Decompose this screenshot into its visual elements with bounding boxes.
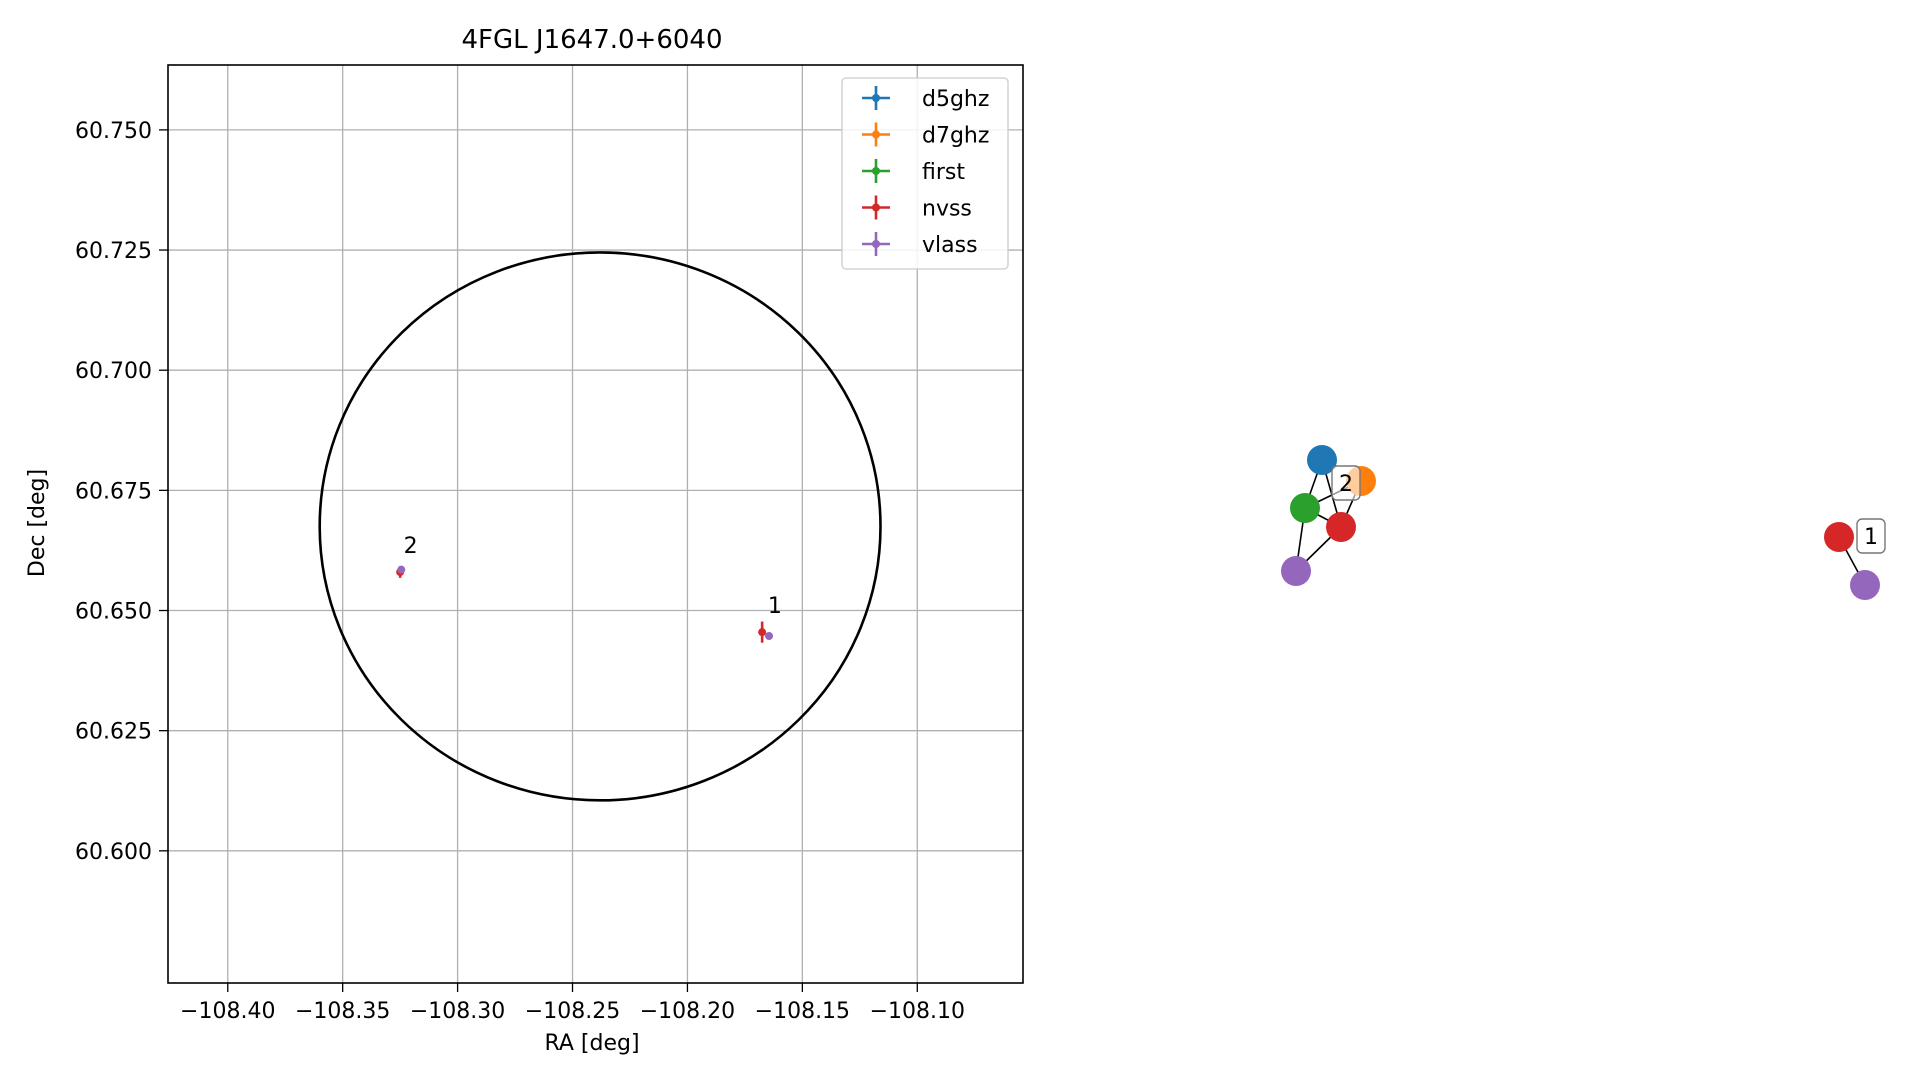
y-tick-label: 60.600 [75, 840, 152, 865]
y-tick-label: 60.650 [75, 600, 152, 625]
data-points [396, 565, 774, 643]
legend-label: d5ghz [922, 87, 989, 112]
legend-marker-dot [872, 203, 880, 212]
y-axis-ticks: 60.600 60.625 60.650 60.675 60.700 60.725 60.7… [75, 119, 168, 865]
x-tick-label: −108.25 [525, 999, 620, 1024]
graph-label: 1 [1864, 525, 1878, 550]
point-annotation: 1 [768, 594, 782, 619]
y-tick-label: 60.700 [75, 359, 152, 384]
y-tick-label: 60.625 [75, 720, 152, 745]
x-tick-label: −108.10 [870, 999, 965, 1024]
sky-position-chart: 4FGL J1647.0+6040 12 −108.40 −108.35 −108.… [25, 25, 1024, 1056]
x-axis-label: RA [deg] [544, 1031, 639, 1056]
error-ellipse-layer [318, 251, 882, 802]
nvss-point [758, 628, 767, 637]
graph-label: 2 [1339, 472, 1353, 497]
y-tick-label: 60.750 [75, 119, 152, 144]
legend-marker-dot [872, 240, 880, 248]
graph-node [1290, 493, 1320, 523]
error-ellipse [318, 251, 882, 802]
x-tick-label: −108.30 [410, 999, 505, 1024]
graph-node [1281, 556, 1311, 586]
legend-marker-dot [872, 130, 880, 139]
graph-node [1307, 445, 1337, 475]
legend-label: nvss [922, 197, 972, 222]
graph-nodes [1281, 445, 1880, 600]
legend-label: d7ghz [922, 124, 989, 149]
point-annotation: 2 [404, 534, 418, 559]
point-annotations: 12 [404, 534, 782, 619]
vlass-point [765, 631, 774, 640]
legend-label: first [922, 160, 965, 185]
graph-node [1850, 570, 1880, 600]
vlass-point [397, 565, 406, 574]
y-axis-label: Dec [deg] [25, 469, 50, 577]
x-tick-label: −108.15 [755, 999, 850, 1024]
y-tick-label: 60.675 [75, 479, 152, 504]
graph-node [1326, 512, 1356, 542]
graph-edges [1295, 459, 1866, 586]
y-tick-label: 60.725 [75, 239, 152, 264]
legend-label: vlass [922, 233, 978, 258]
x-axis-ticks: −108.40 −108.35 −108.30 −108.25 −108.20 −108.… [180, 983, 965, 1024]
x-tick-label: −108.35 [295, 999, 390, 1024]
x-tick-label: −108.20 [640, 999, 735, 1024]
crossmatch-graph: 21 [1281, 445, 1886, 600]
graph-label-box [1331, 465, 1361, 501]
graph-node [1824, 522, 1854, 552]
x-tick-label: −108.40 [180, 999, 275, 1024]
plot-frame [167, 64, 1024, 984]
chart-title: 4FGL J1647.0+6040 [462, 25, 723, 55]
graph-label-box [1856, 518, 1886, 554]
graph-labels: 21 [1331, 465, 1886, 554]
legend-marker-dot [872, 94, 880, 102]
legend-box [841, 77, 1009, 270]
legend-marker-dot [872, 167, 880, 175]
legend: d5ghz d7ghz first nvss vlass [841, 77, 1009, 270]
